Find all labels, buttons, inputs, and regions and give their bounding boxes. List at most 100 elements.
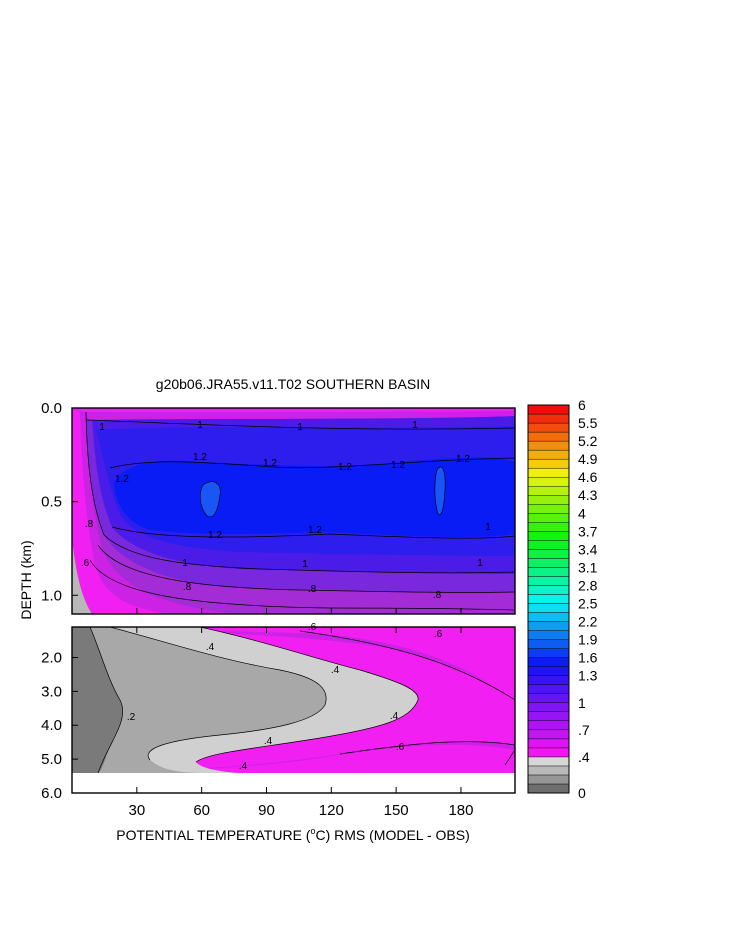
colorbar-box bbox=[527, 621, 570, 631]
top-contour-label: .8 bbox=[308, 584, 317, 595]
colorbar-box bbox=[527, 594, 570, 604]
top-contour-label: 1 bbox=[477, 558, 483, 569]
top-core-blob-left bbox=[199, 481, 221, 518]
colorbar-label: 4 bbox=[578, 505, 586, 521]
y-axis-title: DEPTH (km) bbox=[18, 540, 34, 619]
top-contour-label: 1 bbox=[297, 422, 303, 433]
colorbar-box bbox=[527, 549, 570, 559]
colorbar-label: 4.6 bbox=[578, 469, 598, 485]
colorbar-box bbox=[527, 675, 570, 685]
top-contour-label: .8 bbox=[433, 590, 442, 601]
colorbar-box bbox=[527, 567, 570, 577]
top-contour-1 bbox=[85, 419, 515, 430]
y-bottom-tick-label: 3.0 bbox=[41, 683, 62, 700]
colorbar-box bbox=[527, 639, 570, 649]
x-axis-title: POTENTIAL TEMPERATURE (oC) RMS (MODEL - … bbox=[116, 826, 470, 843]
x-tick-label: 90 bbox=[258, 802, 275, 819]
colorbar-box bbox=[527, 467, 570, 478]
colorbar-box bbox=[527, 495, 570, 505]
colorbar-label: 6 bbox=[578, 397, 586, 413]
colorbar-box bbox=[527, 738, 570, 749]
y-top-tick-label: 1.0 bbox=[41, 587, 62, 604]
bottom-contour-1 bbox=[195, 627, 419, 763]
bottom-contour-5 bbox=[339, 741, 515, 755]
colorbar-box bbox=[527, 431, 570, 442]
top-contour-label: 1 bbox=[412, 420, 418, 431]
top-contour-label: 1.2 bbox=[193, 452, 207, 463]
colorbar-box bbox=[527, 449, 570, 460]
colorbar-label: 3.7 bbox=[578, 523, 598, 539]
colorbar-label: 4.9 bbox=[578, 451, 598, 467]
colorbar-box bbox=[527, 612, 570, 622]
colorbar-frame bbox=[527, 404, 570, 794]
bottom-contour-label: .4 bbox=[264, 736, 273, 747]
colorbar-label: 1 bbox=[578, 695, 586, 711]
top-contour-6 bbox=[89, 559, 515, 611]
bottom-band-midgray bbox=[72, 627, 327, 773]
colorbar-box bbox=[527, 720, 570, 731]
colorbar-label: 3.4 bbox=[578, 541, 598, 557]
y-bottom-tick-label: 4.0 bbox=[41, 717, 62, 734]
bottom-contour-4 bbox=[299, 630, 515, 701]
colorbar-box bbox=[527, 476, 570, 487]
bottom-contour-label: .4 bbox=[331, 665, 340, 676]
colorbar-label: .4 bbox=[578, 749, 590, 765]
colorbar-label: 2.2 bbox=[578, 614, 598, 630]
top-contour-7 bbox=[85, 411, 105, 536]
x-tick-label: 60 bbox=[193, 802, 210, 819]
top-contour-label: 1.2 bbox=[263, 458, 277, 469]
colorbar-label: 4.3 bbox=[578, 487, 598, 503]
colorbar-box bbox=[527, 765, 570, 776]
top-contour-label: 1.2 bbox=[391, 460, 405, 471]
bottom-nodata-band bbox=[72, 773, 515, 793]
colorbar-box bbox=[527, 693, 570, 703]
top-contour-label: .6 bbox=[81, 558, 90, 569]
colorbar-box bbox=[527, 711, 570, 722]
contour-labels: 1 1 1 1 1.2 1.2 1.2 1.2 1.2 1.2 1.2 1.2 1 1 1 1 .8 .8 .8 .8… bbox=[81, 420, 491, 772]
colorbar-box bbox=[527, 504, 570, 514]
top-contour-2 bbox=[109, 457, 515, 469]
colorbar-box bbox=[527, 648, 570, 658]
colorbar-box bbox=[527, 422, 570, 433]
top-contour-5 bbox=[97, 544, 515, 593]
y-axis-bottom: 2.0 3.0 4.0 5.0 6.0 bbox=[41, 649, 78, 802]
colorbar-label: 5.2 bbox=[578, 433, 598, 449]
bottom-panel bbox=[72, 627, 515, 793]
x-tick-label: 120 bbox=[319, 802, 344, 819]
bottom-contour-label: .4 bbox=[206, 642, 215, 653]
bottom-contour-3 bbox=[89, 627, 124, 774]
colorbar-box bbox=[527, 585, 570, 595]
top-contour-label: 1 bbox=[182, 558, 188, 569]
top-band-core bbox=[114, 457, 515, 538]
bottom-contour-label: .4 bbox=[390, 711, 399, 722]
colorbar-box bbox=[527, 630, 570, 640]
x-tick-label: 180 bbox=[448, 802, 473, 819]
colorbar-box bbox=[527, 576, 570, 586]
colorbar-box bbox=[527, 522, 570, 532]
top-contour-label: 1.2 bbox=[338, 462, 352, 473]
colorbar-box bbox=[527, 774, 570, 785]
top-contour-label: 1.2 bbox=[308, 525, 322, 536]
top-panel-frame bbox=[71, 407, 516, 615]
colorbar-box bbox=[527, 458, 570, 469]
x-tick-label: 150 bbox=[384, 802, 409, 819]
colorbar-box bbox=[527, 729, 570, 740]
colorbar-box bbox=[527, 603, 570, 613]
bottom-contour-2 bbox=[109, 627, 327, 761]
colorbar-box bbox=[527, 756, 570, 767]
top-contour-label: 1 bbox=[485, 522, 491, 533]
bottom-band-darkgray bbox=[72, 627, 123, 773]
colorbar-box bbox=[527, 540, 570, 550]
y-bottom-tick-label: 6.0 bbox=[41, 785, 62, 802]
colorbar-label: 1.9 bbox=[578, 632, 598, 648]
colorbar-label: 5.5 bbox=[578, 415, 598, 431]
x-axis-title-tail: C) RMS (MODEL - OBS) bbox=[315, 827, 469, 843]
bottom-contour-label: .4 bbox=[239, 761, 248, 772]
colorbar-box bbox=[527, 558, 570, 568]
top-contour-label: 1.2 bbox=[456, 454, 470, 465]
top-contour-label: 1 bbox=[197, 420, 203, 431]
colorbar-box bbox=[527, 531, 570, 541]
colorbar-box bbox=[527, 440, 570, 451]
colorbar-label: 0 bbox=[578, 785, 586, 801]
